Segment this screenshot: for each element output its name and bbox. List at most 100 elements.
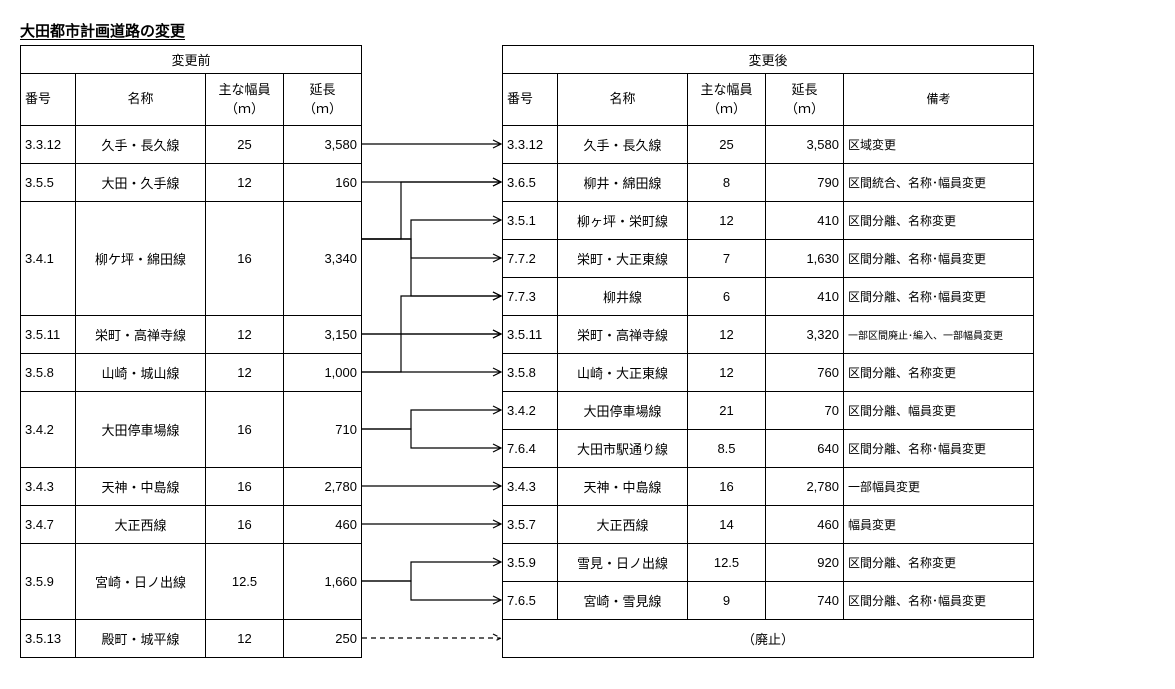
table-cell: 790 <box>766 164 844 202</box>
table-cell: 久手・長久線 <box>558 126 688 164</box>
table-cell: 一部区間廃止･編入、一部幅員変更 <box>844 316 1034 354</box>
table-cell: 250 <box>284 620 362 658</box>
table-cell: 3.3.12 <box>21 126 76 164</box>
table-cell: 山崎・大正東線 <box>558 354 688 392</box>
table-cell: 区間分離、名称変更 <box>844 544 1034 582</box>
table-cell: 160 <box>284 164 362 202</box>
after-col-name: 名称 <box>558 74 688 126</box>
table-cell: 3.5.11 <box>503 316 558 354</box>
table-cell: 3.4.2 <box>503 392 558 430</box>
table-cell: 16 <box>206 392 284 468</box>
table-cell: 2,780 <box>284 468 362 506</box>
after-col-note: 備考 <box>844 74 1034 126</box>
table-cell: 920 <box>766 544 844 582</box>
table-cell: 7.7.2 <box>503 240 558 278</box>
table-cell: 栄町・大正東線 <box>558 240 688 278</box>
table-cell: 21 <box>688 392 766 430</box>
table-cell: 一部幅員変更 <box>844 468 1034 506</box>
table-cell: 12 <box>688 316 766 354</box>
table-cell: 12 <box>206 164 284 202</box>
table-cell: 3.4.3 <box>503 468 558 506</box>
table-cell: 12.5 <box>688 544 766 582</box>
table-cell: 3.5.11 <box>21 316 76 354</box>
table-cell: 14 <box>688 506 766 544</box>
table-cell: 3.5.8 <box>503 354 558 392</box>
table-cell: 天神・中島線 <box>76 468 206 506</box>
table-cell: 栄町・高禅寺線 <box>558 316 688 354</box>
table-cell: 410 <box>766 278 844 316</box>
table-cell: 栄町・高禅寺線 <box>76 316 206 354</box>
table-cell: 3.5.9 <box>21 544 76 620</box>
table-cell: 大正西線 <box>76 506 206 544</box>
table-cell: 16 <box>206 202 284 316</box>
table-cell: 区間分離、名称･幅員変更 <box>844 582 1034 620</box>
table-cell: 柳井・綿田線 <box>558 164 688 202</box>
table-cell: 3,340 <box>284 202 362 316</box>
table-cell: 12 <box>688 354 766 392</box>
table-cell: 3.4.2 <box>21 392 76 468</box>
table-cell: 760 <box>766 354 844 392</box>
table-cell: 8.5 <box>688 430 766 468</box>
table-cell: 3.4.1 <box>21 202 76 316</box>
table-cell: 740 <box>766 582 844 620</box>
table-cell: 460 <box>284 506 362 544</box>
before-col-no: 番号 <box>21 74 76 126</box>
table-cell: 12 <box>206 620 284 658</box>
table-cell: 16 <box>688 468 766 506</box>
table-cell: 幅員変更 <box>844 506 1034 544</box>
table-cell: 7.7.3 <box>503 278 558 316</box>
table-cell: 宮崎・日ノ出線 <box>76 544 206 620</box>
before-col-name: 名称 <box>76 74 206 126</box>
table-cell: 12 <box>206 316 284 354</box>
table-cell: 9 <box>688 582 766 620</box>
table-cell: 区間分離、幅員変更 <box>844 392 1034 430</box>
table-cell: 7.6.5 <box>503 582 558 620</box>
table-cell: 3.6.5 <box>503 164 558 202</box>
connector-area <box>362 45 502 659</box>
table-cell: 天神・中島線 <box>558 468 688 506</box>
after-header: 変更後 <box>503 46 1034 74</box>
table-cell: 宮崎・雪見線 <box>558 582 688 620</box>
table-cell: 12 <box>688 202 766 240</box>
table-cell: 3,580 <box>766 126 844 164</box>
table-cell: 6 <box>688 278 766 316</box>
table-cell: 460 <box>766 506 844 544</box>
table-cell: 久手・長久線 <box>76 126 206 164</box>
table-cell: 大田停車場線 <box>76 392 206 468</box>
table-cell: 25 <box>206 126 284 164</box>
table-cell: 殿町・城平線 <box>76 620 206 658</box>
table-cell: 7.6.4 <box>503 430 558 468</box>
table-cell: 16 <box>206 506 284 544</box>
before-col-width: 主な幅員（ｍ） <box>206 74 284 126</box>
table-cell: 3,150 <box>284 316 362 354</box>
tables-wrapper: 変更前 番号 名称 主な幅員（ｍ） 延長（ｍ） 3.3.12久手・長久線253,… <box>20 45 1155 659</box>
after-col-no: 番号 <box>503 74 558 126</box>
table-cell: 大田市駅通り線 <box>558 430 688 468</box>
table-cell: 3.5.8 <box>21 354 76 392</box>
table-cell: 区域変更 <box>844 126 1034 164</box>
table-cell: 大正西線 <box>558 506 688 544</box>
table-cell: 7 <box>688 240 766 278</box>
table-cell: 2,780 <box>766 468 844 506</box>
table-cell: 8 <box>688 164 766 202</box>
table-cell: 410 <box>766 202 844 240</box>
table-cell: 12.5 <box>206 544 284 620</box>
table-cell: 3,580 <box>284 126 362 164</box>
table-cell: 柳井線 <box>558 278 688 316</box>
before-header: 変更前 <box>21 46 362 74</box>
table-cell: 640 <box>766 430 844 468</box>
page-title: 大田都市計画道路の変更 <box>20 20 1155 41</box>
before-table: 変更前 番号 名称 主な幅員（ｍ） 延長（ｍ） 3.3.12久手・長久線253,… <box>20 45 362 658</box>
table-cell: 大田・久手線 <box>76 164 206 202</box>
table-cell: 1,630 <box>766 240 844 278</box>
table-cell: 柳ヶ坪・栄町線 <box>558 202 688 240</box>
abolished-row: （廃止） <box>503 620 1034 658</box>
table-cell: 3.5.13 <box>21 620 76 658</box>
table-cell: 雪見・日ノ出線 <box>558 544 688 582</box>
table-cell: 3.5.5 <box>21 164 76 202</box>
table-cell: 区間分離、名称変更 <box>844 202 1034 240</box>
table-cell: 区間分離、名称･幅員変更 <box>844 430 1034 468</box>
table-cell: 3.5.1 <box>503 202 558 240</box>
table-cell: 70 <box>766 392 844 430</box>
table-cell: 3.3.12 <box>503 126 558 164</box>
